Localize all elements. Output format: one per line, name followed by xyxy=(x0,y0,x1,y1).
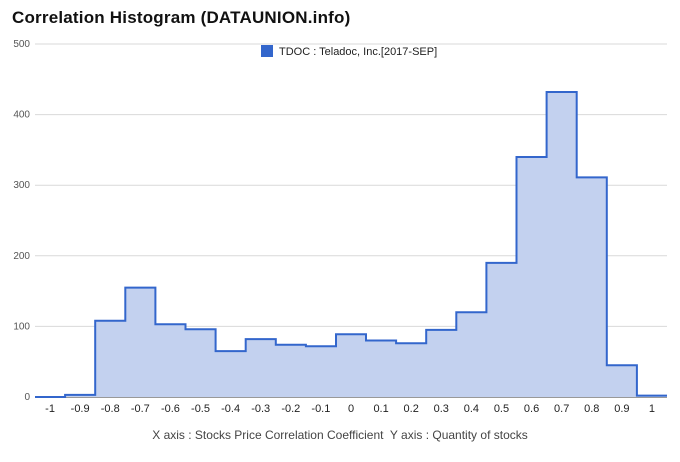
histogram-bin[interactable] xyxy=(547,92,577,397)
y-tick-label: 200 xyxy=(13,251,30,262)
y-tick-label: 300 xyxy=(13,180,30,191)
histogram-bin[interactable] xyxy=(426,330,456,397)
histogram-bin[interactable] xyxy=(216,351,246,397)
histogram-bin[interactable] xyxy=(517,157,547,397)
histogram-bin[interactable] xyxy=(246,339,276,397)
x-tick-label: -0.6 xyxy=(161,403,180,415)
histogram-bin[interactable] xyxy=(486,263,516,397)
histogram-bin[interactable] xyxy=(577,177,607,397)
chart-title: Correlation Histogram (DATAUNION.info) xyxy=(12,8,351,27)
series-area xyxy=(35,92,667,397)
histogram-bin[interactable] xyxy=(95,321,125,397)
x-tick-label: 0.6 xyxy=(524,403,539,415)
x-tick-label: 0.2 xyxy=(404,403,419,415)
x-tick-label: 1 xyxy=(649,403,655,415)
x-tick-label: 0.3 xyxy=(434,403,449,415)
histogram-bin[interactable] xyxy=(125,288,155,397)
y-tick-label: 100 xyxy=(13,321,30,332)
histogram-bin[interactable] xyxy=(276,345,306,397)
histogram-bin[interactable] xyxy=(306,346,336,397)
series-line xyxy=(35,91,667,398)
y-tick-label: 400 xyxy=(13,110,30,121)
y-tick-label: 0 xyxy=(24,392,30,403)
y-axis-ticks: 0 100 200 300 400 500 xyxy=(13,39,30,403)
histogram-bin[interactable] xyxy=(185,329,215,397)
x-tick-label: 0.7 xyxy=(554,403,569,415)
x-tick-label: -0.2 xyxy=(281,403,300,415)
x-tick-label: -0.4 xyxy=(221,403,240,415)
histogram-bin[interactable] xyxy=(366,341,396,397)
x-tick-label: -0.7 xyxy=(131,403,150,415)
x-tick-label: -0.9 xyxy=(71,403,90,415)
x-tick-label: 0 xyxy=(348,403,354,415)
legend-swatch xyxy=(261,45,273,57)
x-tick-label: -0.1 xyxy=(311,403,330,415)
x-tick-label: 0.1 xyxy=(373,403,388,415)
x-tick-label: -0.8 xyxy=(101,403,120,415)
histogram-bin[interactable] xyxy=(456,312,486,397)
legend[interactable]: TDOC : Teladoc, Inc.[2017-SEP] xyxy=(261,45,437,58)
histogram-bin[interactable] xyxy=(155,324,185,397)
x-tick-label: 0.8 xyxy=(584,403,599,415)
histogram-bin[interactable] xyxy=(607,365,637,397)
x-tick-label: 0.5 xyxy=(494,403,509,415)
axis-caption: X axis : Stocks Price Correlation Coeffi… xyxy=(152,428,528,442)
x-tick-label: 0.9 xyxy=(614,403,629,415)
series-layer xyxy=(35,91,667,398)
x-axis-ticks: -1 -0.9 -0.8 -0.7 -0.6 -0.5 -0.4 -0.3 -0.2 -0.1 0 0… xyxy=(45,403,655,415)
legend-label: TDOC : Teladoc, Inc.[2017-SEP] xyxy=(279,46,437,58)
histogram-bin[interactable] xyxy=(396,343,426,397)
histogram-bin[interactable] xyxy=(637,396,667,397)
y-tick-label: 500 xyxy=(13,39,30,50)
x-tick-label: -1 xyxy=(45,403,55,415)
x-tick-label: 0.4 xyxy=(464,403,479,415)
histogram-bin[interactable] xyxy=(65,395,95,397)
histogram-bin[interactable] xyxy=(336,334,366,397)
x-tick-label: -0.5 xyxy=(191,403,210,415)
x-tick-label: -0.3 xyxy=(251,403,270,415)
